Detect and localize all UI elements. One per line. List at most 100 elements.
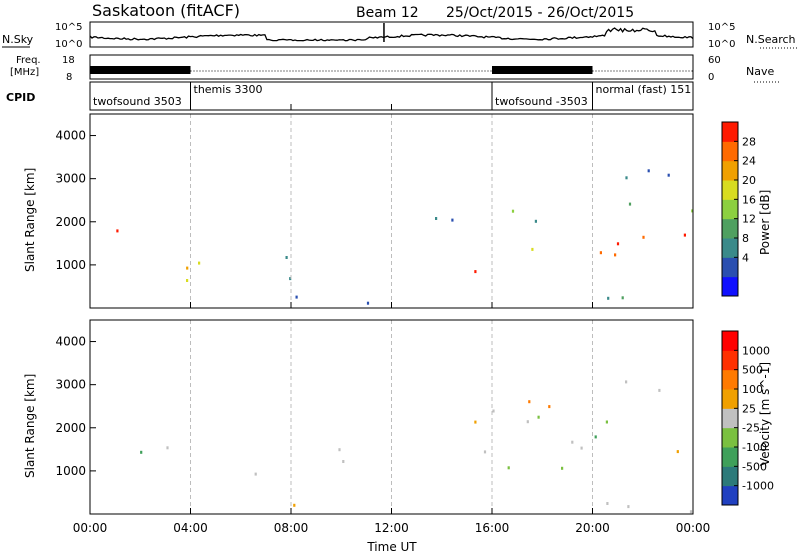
power-panel: 1000 2000 3000 4000 Slant Range [km] bbox=[23, 113, 694, 309]
cpid-segment-2: twofsound -3503 bbox=[495, 95, 588, 108]
nsearch-tick-bottom: 10^0 bbox=[708, 39, 735, 50]
y-tick-label: 1000 bbox=[55, 258, 86, 272]
data-cell bbox=[621, 296, 624, 300]
colorbar-swatch bbox=[722, 218, 738, 239]
colorbar-frame bbox=[721, 330, 739, 506]
data-cell bbox=[642, 235, 645, 239]
data-cell bbox=[606, 502, 609, 505]
colorbar-swatch bbox=[722, 141, 738, 162]
data-cell bbox=[683, 233, 686, 237]
cpid-segment-1: themis 3300 bbox=[194, 83, 263, 96]
data-cell bbox=[295, 295, 298, 299]
colorbar-swatch bbox=[722, 408, 738, 429]
cpid-label: CPID bbox=[6, 91, 35, 104]
colorbar-swatch bbox=[722, 122, 738, 142]
data-cell bbox=[451, 218, 454, 222]
x-tick-label: 20:00 bbox=[575, 521, 610, 535]
data-cell bbox=[474, 270, 477, 274]
data-cell bbox=[285, 256, 288, 259]
colorbar-tick-label: -25 bbox=[742, 422, 760, 435]
colorbar-tick-label: 24 bbox=[742, 155, 756, 168]
data-cell bbox=[474, 420, 477, 424]
data-cell bbox=[492, 409, 495, 413]
time-axis-label: Time UT bbox=[366, 540, 417, 554]
nsky-panel-frame bbox=[89, 21, 694, 48]
colorbar-tick-label: 8 bbox=[742, 232, 749, 245]
data-cell bbox=[580, 446, 583, 450]
colorbar-swatch bbox=[722, 427, 738, 448]
data-cell bbox=[628, 202, 632, 206]
cpid-segment-3: normal (fast) 151 bbox=[596, 83, 692, 96]
y-tick-label: 4000 bbox=[55, 335, 86, 349]
velocity-time-gridlines bbox=[190, 320, 593, 514]
freq-block-0 bbox=[90, 66, 191, 74]
data-cell bbox=[511, 209, 515, 213]
colorbar-swatch bbox=[722, 257, 738, 278]
colorbar-swatch bbox=[722, 238, 738, 258]
cpid-segment-0: twofsound 3503 bbox=[93, 95, 182, 108]
x-tick-label: 08:00 bbox=[274, 521, 309, 535]
colorbar-tick-label: 500 bbox=[742, 364, 763, 377]
data-cell bbox=[526, 420, 529, 424]
colorbar-tick-label: -1000 bbox=[742, 480, 774, 493]
colorbar-swatch bbox=[722, 466, 738, 487]
y-tick-label: 4000 bbox=[55, 129, 86, 143]
data-cell bbox=[483, 450, 487, 454]
nave-label: Nave bbox=[746, 65, 774, 78]
data-cell bbox=[293, 503, 296, 507]
data-cell bbox=[676, 450, 679, 454]
nsky-tick-top: 10^5 bbox=[55, 22, 82, 33]
nave-tick-bottom: 0 bbox=[708, 72, 714, 83]
power-y-ticks: 1000 2000 3000 4000 bbox=[55, 129, 96, 272]
data-cell bbox=[198, 261, 201, 265]
data-cell bbox=[186, 279, 189, 282]
colorbar-swatch bbox=[722, 331, 738, 351]
data-cell bbox=[607, 296, 610, 300]
date-range-title: 25/Oct/2015 - 26/Oct/2015 bbox=[446, 5, 634, 21]
data-cell bbox=[531, 247, 534, 251]
velocity-colorbar-label: Velocity [m s^-1] bbox=[758, 362, 772, 466]
data-cell bbox=[594, 435, 597, 439]
data-cell bbox=[140, 450, 143, 454]
data-cell bbox=[254, 472, 257, 476]
data-cell bbox=[289, 277, 292, 281]
power-colorbar-label: Power [dB] bbox=[758, 190, 772, 255]
data-cell bbox=[435, 217, 438, 220]
beam-title: Beam 12 bbox=[356, 5, 419, 21]
x-tick-label: 16:00 bbox=[475, 521, 510, 535]
colorbar-tick-label: 20 bbox=[742, 174, 756, 187]
colorbar-tick-label: 100 bbox=[742, 383, 763, 396]
data-cell bbox=[616, 242, 620, 246]
x-tick-label: 00:00 bbox=[73, 521, 108, 535]
freq-tick-top: 18 bbox=[62, 55, 75, 66]
nsky-tick-bottom: 10^0 bbox=[55, 39, 82, 50]
colorbar-tick-label: -100 bbox=[742, 441, 767, 454]
data-cell bbox=[534, 219, 537, 223]
y-tick-label: 1000 bbox=[55, 464, 86, 478]
data-cell bbox=[116, 229, 119, 233]
colorbar-swatch bbox=[722, 369, 738, 390]
data-cell bbox=[366, 301, 370, 305]
colorbar-tick-label: 28 bbox=[742, 135, 756, 148]
data-cell bbox=[507, 466, 510, 470]
colorbar-swatch bbox=[722, 350, 738, 371]
velocity-panel: 1000 2000 3000 4000 Slant Range [km] bbox=[23, 319, 694, 515]
data-cell bbox=[548, 405, 551, 409]
colorbar-swatch bbox=[722, 180, 738, 200]
data-cell bbox=[625, 176, 628, 180]
colorbar-tick-label: 12 bbox=[742, 213, 756, 226]
freq-tick-bottom: 8 bbox=[66, 72, 72, 83]
station-title: Saskatoon (fitACF) bbox=[92, 1, 240, 20]
data-cell bbox=[528, 400, 531, 404]
colorbar-tick-label: 1000 bbox=[742, 344, 770, 357]
freq-marks bbox=[90, 66, 693, 74]
colorbar-tick-label: 4 bbox=[742, 251, 749, 264]
freq-label-line2: [MHz] bbox=[10, 67, 39, 78]
velocity-data-points bbox=[140, 380, 693, 514]
velocity-y-ticks: 1000 2000 3000 4000 bbox=[55, 335, 96, 478]
data-cell bbox=[342, 460, 345, 463]
data-cell bbox=[627, 505, 630, 509]
x-tick-label: 04:00 bbox=[173, 521, 208, 535]
